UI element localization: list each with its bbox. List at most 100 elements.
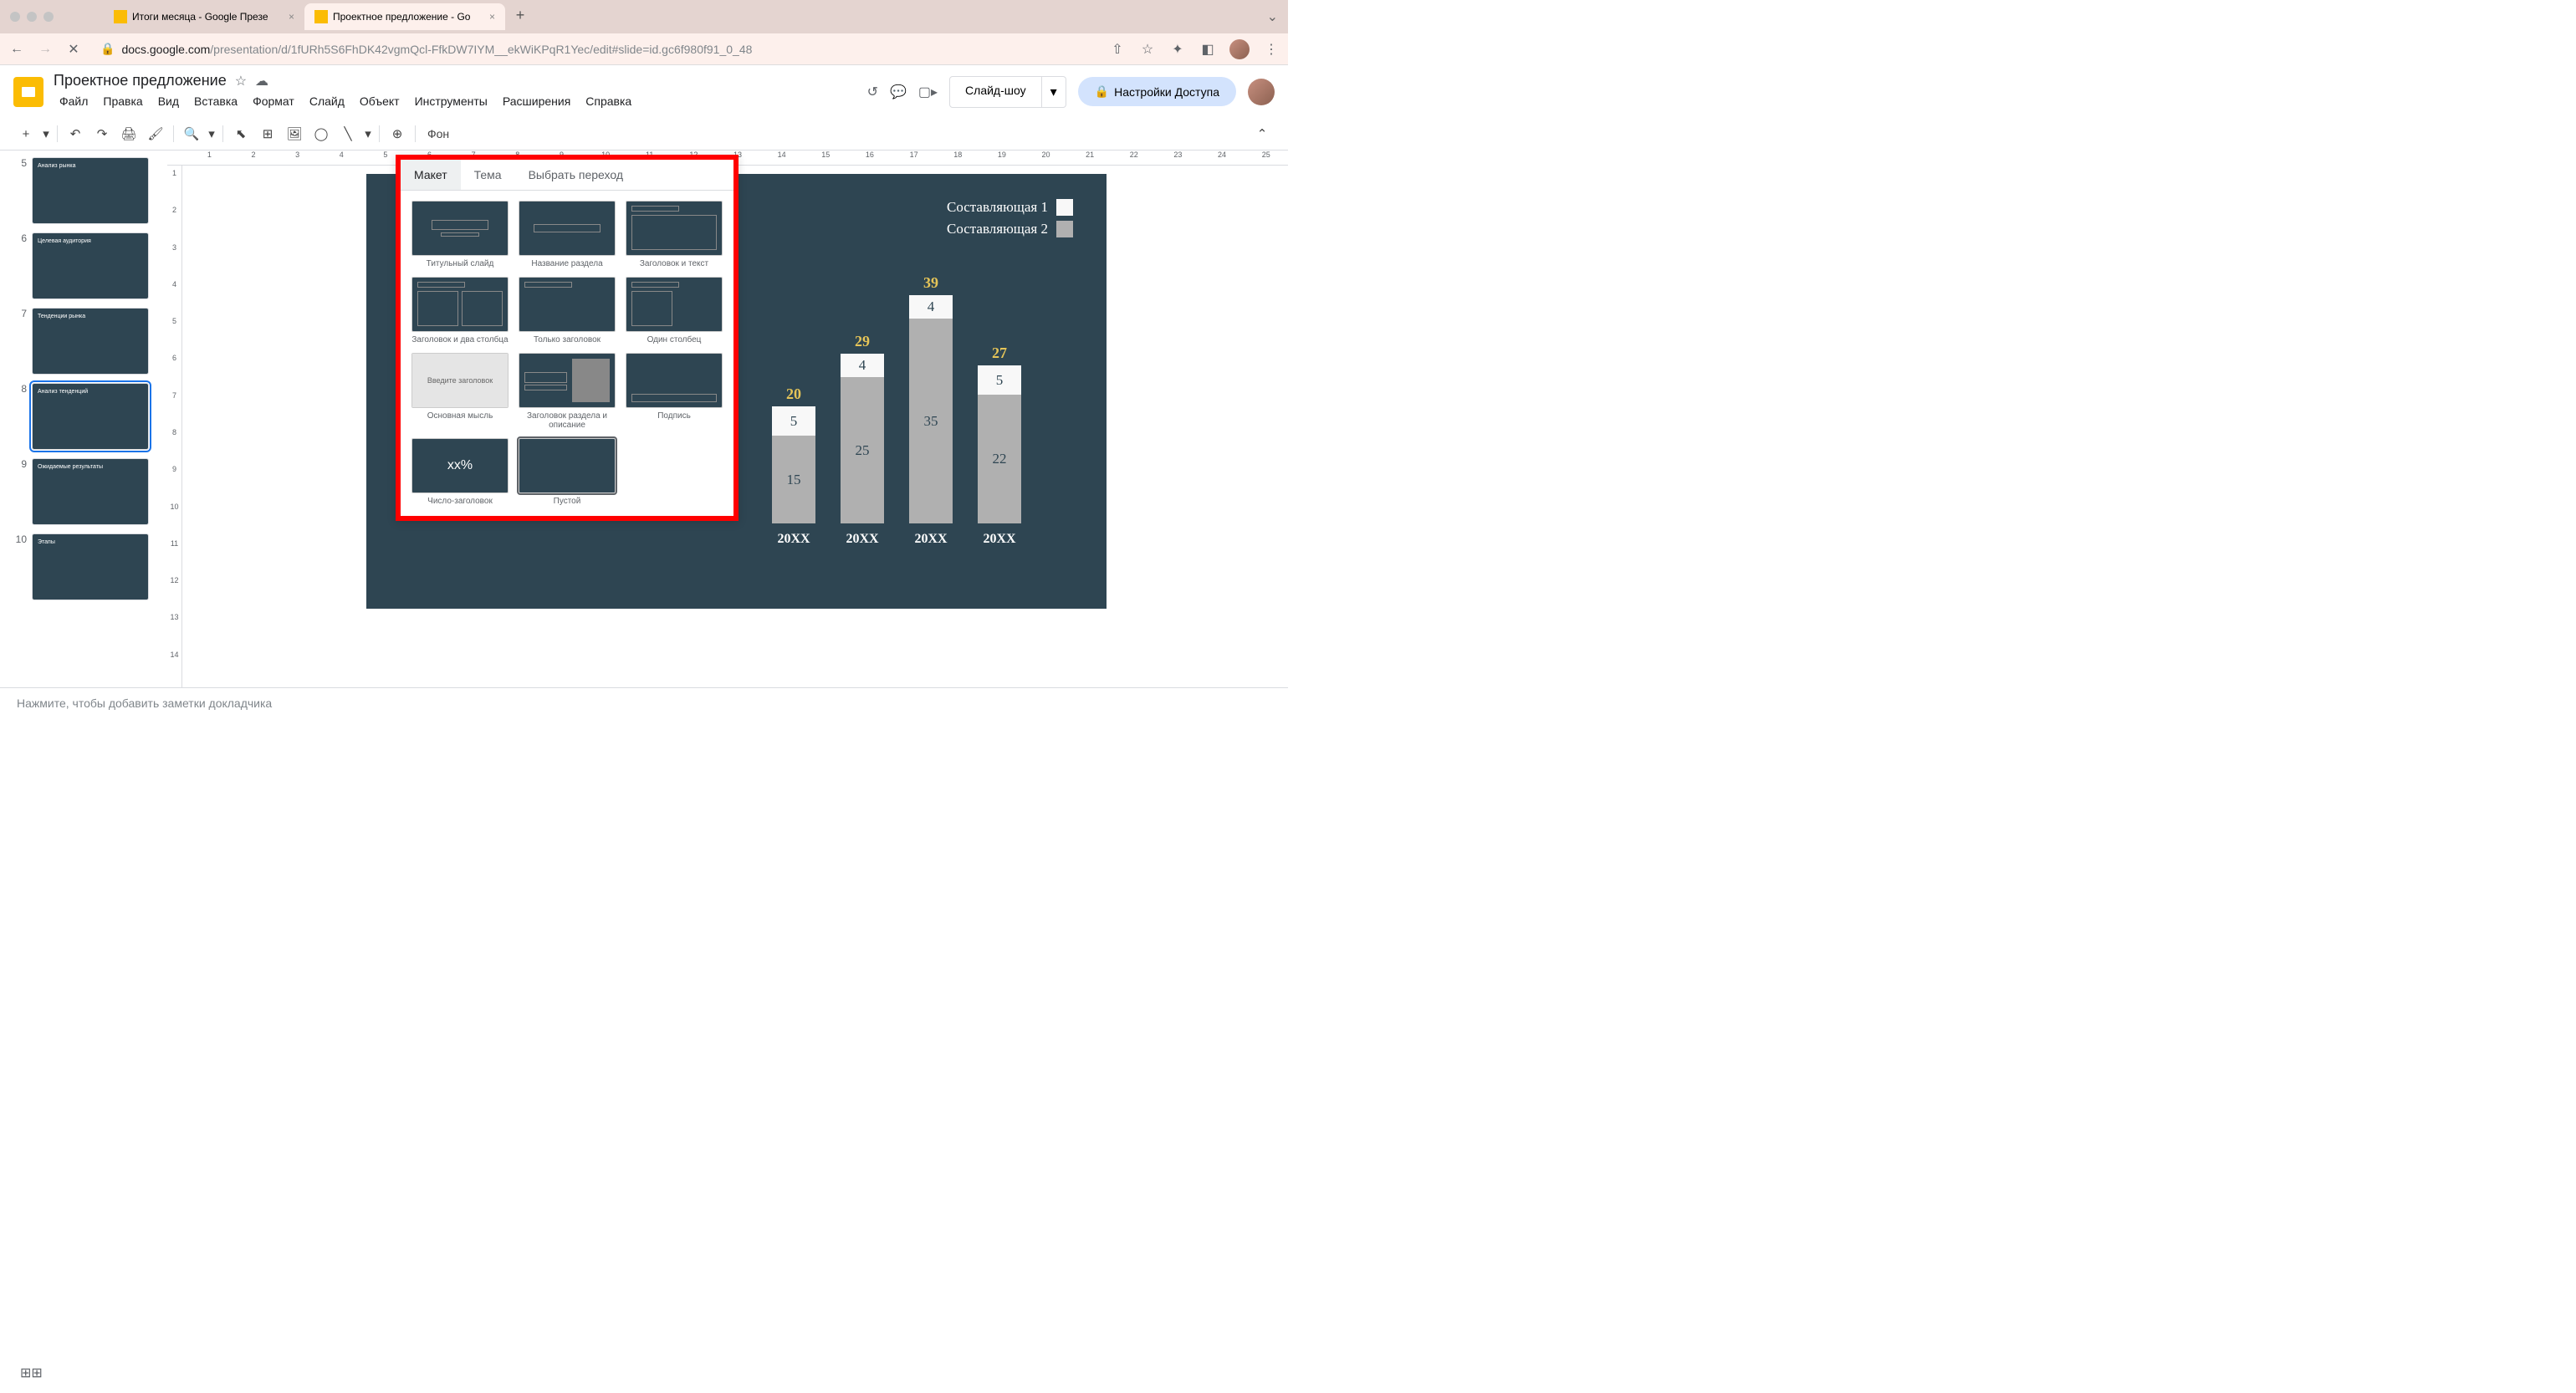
grid-view-icon[interactable]: ⊞⊞ (20, 1365, 43, 1381)
share-label: Настройки Доступа (1114, 85, 1219, 99)
menu-файл[interactable]: Файл (54, 91, 94, 111)
layout-option[interactable]: Только заголовок (518, 277, 616, 344)
line-tool[interactable]: ╲ (335, 121, 360, 146)
redo-button[interactable]: ↷ (89, 121, 115, 146)
tab-title: Итоги месяца - Google Презе (132, 11, 268, 23)
menu-вид[interactable]: Вид (152, 91, 185, 111)
menu-icon[interactable]: ⋮ (1263, 41, 1280, 58)
cloud-save-icon[interactable]: ☁ (255, 73, 268, 89)
zoom-button[interactable]: 🔍 (179, 121, 204, 146)
new-slide-dropdown[interactable]: ▾ (40, 121, 52, 146)
share-button[interactable]: 🔒 Настройки Доступа (1078, 77, 1236, 106)
menu-инструменты[interactable]: Инструменты (409, 91, 493, 111)
thumb-number: 7 (13, 308, 27, 319)
bookmark-icon[interactable]: ☆ (1139, 41, 1156, 58)
popup-tab[interactable]: Макет (401, 160, 461, 190)
browser-chrome: Итоги месяца - Google Презе × Проектное … (0, 0, 1288, 33)
thumbnail-slide[interactable]: Целевая аудитория (32, 232, 149, 299)
favicon-slides-icon (314, 10, 328, 23)
tab-title: Проектное предложение - Go (333, 11, 470, 23)
layout-option[interactable]: Один столбец (625, 277, 723, 344)
image-tool[interactable]: 🖼 (282, 121, 307, 146)
ruler-vertical: 1234567891011121314 (167, 166, 182, 687)
forward-button[interactable]: → (37, 41, 54, 58)
stop-button[interactable]: ✕ (65, 41, 82, 58)
back-button[interactable]: ← (8, 41, 25, 58)
chart: Составляющая 1 Составляющая 2 20 5 15 20X… (772, 199, 1073, 547)
menu-слайд[interactable]: Слайд (304, 91, 350, 111)
shape-tool[interactable]: ◯ (309, 121, 334, 146)
layout-option[interactable]: Пустой (518, 438, 616, 506)
url-bar[interactable]: 🔒 docs.google.com/presentation/d/1fURh5S… (94, 42, 1097, 56)
document-title[interactable]: Проектное предложение (54, 72, 227, 89)
textbox-tool[interactable]: ⊞ (255, 121, 280, 146)
layout-option[interactable]: Заголовок и два столбца (411, 277, 509, 344)
comment-tool[interactable]: ⊕ (385, 121, 410, 146)
thumbnail-slide[interactable]: Анализ тенденций (32, 383, 149, 450)
menu-вставка[interactable]: Вставка (188, 91, 243, 111)
traffic-max[interactable] (43, 12, 54, 22)
nav-bar: ← → ✕ 🔒 docs.google.com/presentation/d/1… (0, 33, 1288, 65)
menu-расширения[interactable]: Расширения (497, 91, 576, 111)
star-icon[interactable]: ☆ (235, 73, 247, 89)
browser-tab-1[interactable]: Проектное предложение - Go × (304, 3, 505, 30)
menu-правка[interactable]: Правка (97, 91, 148, 111)
profile-avatar[interactable] (1229, 39, 1250, 59)
print-button[interactable]: 🖨 (116, 121, 141, 146)
speaker-notes[interactable]: Нажмите, чтобы добавить заметки докладчи… (0, 687, 1288, 718)
paint-format-button[interactable]: 🖌 (143, 121, 168, 146)
extensions-icon[interactable]: ✦ (1169, 41, 1186, 58)
line-dropdown[interactable]: ▾ (362, 121, 374, 146)
thumbnail-slide[interactable]: Этапы (32, 533, 149, 600)
layout-option[interactable]: Подпись (625, 353, 723, 430)
close-tab-icon[interactable]: × (489, 11, 495, 23)
slideshow-dropdown[interactable]: ▾ (1042, 76, 1066, 108)
bar-column: 20 5 15 20XX (772, 385, 815, 547)
docs-header: Проектное предложение ☆ ☁ ФайлПравкаВидВ… (0, 65, 1288, 118)
traffic-close[interactable] (10, 12, 20, 22)
layout-option[interactable]: Название раздела (518, 201, 616, 268)
new-tab-button[interactable]: + (509, 3, 532, 27)
browser-tab-0[interactable]: Итоги месяца - Google Презе × (104, 3, 304, 30)
sidepanel-icon[interactable]: ◧ (1199, 41, 1216, 58)
layout-option[interactable]: Титульный слайд (411, 201, 509, 268)
thumbnail-slide[interactable]: Тенденции рынка (32, 308, 149, 375)
share-icon[interactable]: ⇧ (1109, 41, 1126, 58)
lock-icon: 🔒 (1095, 84, 1109, 99)
bar-column: 29 4 25 20XX (841, 333, 884, 547)
legend-item: Составляющая 1 (772, 199, 1073, 216)
legend-item: Составляющая 2 (772, 221, 1073, 237)
menu-формат[interactable]: Формат (247, 91, 300, 111)
traffic-min[interactable] (27, 12, 37, 22)
popup-tab[interactable]: Тема (461, 160, 515, 190)
background-button[interactable]: Фон (421, 127, 456, 140)
menu-объект[interactable]: Объект (354, 91, 406, 111)
slides-logo-icon[interactable] (13, 77, 43, 107)
layout-option[interactable]: xx%Число-заголовок (411, 438, 509, 506)
menu-справка[interactable]: Справка (580, 91, 637, 111)
layout-option[interactable]: Введите заголовокОсновная мысль (411, 353, 509, 430)
tabs-overflow-icon[interactable]: ⌄ (1267, 8, 1278, 25)
favicon-slides-icon (114, 10, 127, 23)
lock-icon: 🔒 (100, 42, 115, 56)
zoom-dropdown[interactable]: ▾ (206, 121, 217, 146)
thumbnail-panel: 5 Анализ рынка6 Целевая аудитория7 Тенде… (0, 151, 167, 687)
select-tool[interactable]: ⬉ (228, 121, 253, 146)
thumb-number: 9 (13, 458, 27, 470)
thumbnail-slide[interactable]: Ожидаемые результаты (32, 458, 149, 525)
slideshow-button[interactable]: Слайд-шоу (949, 76, 1042, 108)
layout-option[interactable]: Заголовок раздела и описание (518, 353, 616, 430)
layout-popup: МакетТемаВыбрать переход Титульный слайд… (396, 155, 739, 521)
undo-button[interactable]: ↶ (63, 121, 88, 146)
present-icon[interactable]: ▢▸ (918, 84, 938, 100)
close-tab-icon[interactable]: × (289, 11, 294, 23)
popup-tab[interactable]: Выбрать переход (515, 160, 636, 190)
new-slide-button[interactable]: + (13, 121, 38, 146)
comments-icon[interactable]: 💬 (890, 84, 907, 100)
history-icon[interactable]: ↺ (867, 84, 878, 100)
toolbar-expand-icon[interactable]: ⌃ (1250, 121, 1275, 146)
layout-option[interactable]: Заголовок и текст (625, 201, 723, 268)
account-avatar[interactable] (1248, 79, 1275, 105)
thumb-number: 5 (13, 157, 27, 169)
thumbnail-slide[interactable]: Анализ рынка (32, 157, 149, 224)
